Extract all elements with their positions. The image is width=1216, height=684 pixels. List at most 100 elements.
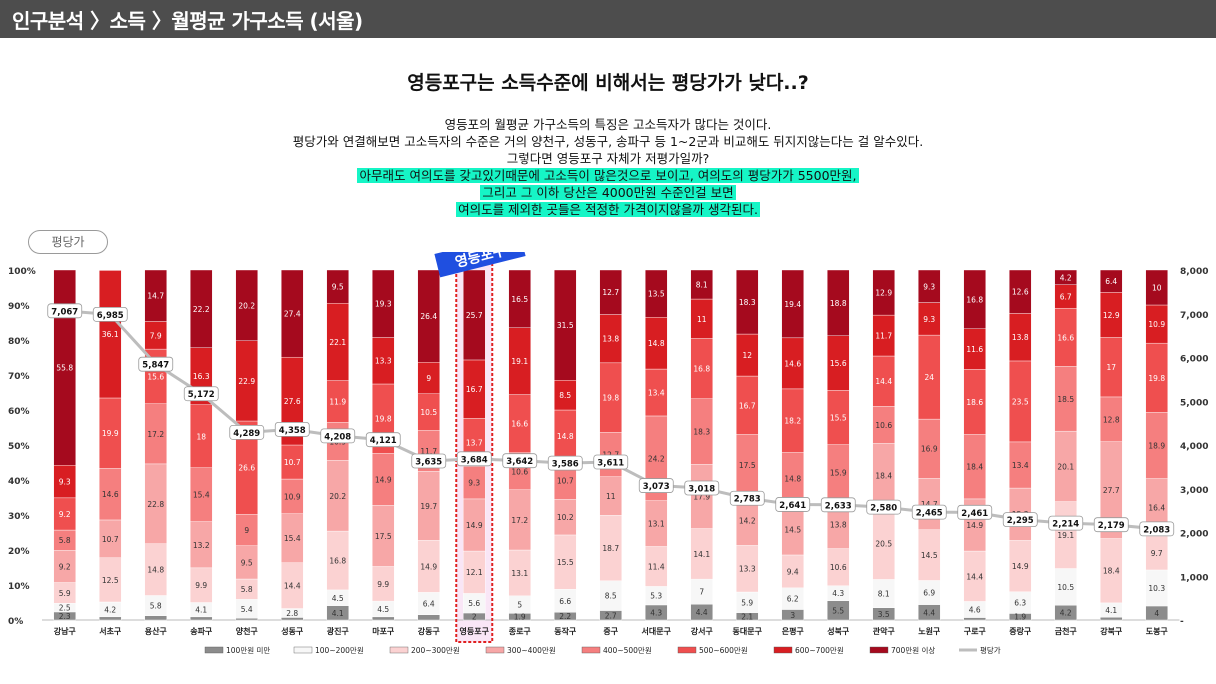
data-label: 12.6 <box>1012 288 1029 297</box>
data-label: 9.3 <box>59 478 71 487</box>
data-label: 9.2 <box>59 562 71 571</box>
data-label: 11 <box>697 315 707 324</box>
x-tick-label: 영등포구 <box>460 626 490 636</box>
price-label: 3,642 <box>506 457 533 467</box>
price-label: 2,783 <box>734 495 761 505</box>
data-label: 8.5 <box>559 391 571 400</box>
price-label-box <box>502 453 538 469</box>
x-tick-label: 노원구 <box>918 626 941 636</box>
data-label: 27.7 <box>1103 486 1120 495</box>
data-label: 3 <box>790 611 795 620</box>
price-label: 2,641 <box>779 501 806 511</box>
data-label: 12.5 <box>102 576 119 585</box>
bar-segment <box>235 618 258 621</box>
y2-tick-label: 8,000 <box>1180 267 1208 277</box>
description-line: 영등포의 월평균 가구소득의 특징은 고소득자가 많다는 것이다. <box>444 117 772 132</box>
data-label: 4.2 <box>104 605 116 614</box>
price-label-box <box>1048 515 1084 531</box>
data-label: 11.9 <box>329 397 346 406</box>
data-label: 5.8 <box>59 536 71 545</box>
data-label: 15.5 <box>830 414 847 423</box>
price-label-box <box>47 303 83 319</box>
legend-label: 400~500만원 <box>603 646 652 655</box>
data-label: 2.7 <box>605 611 617 620</box>
segment-labels: 2.32.55.99.25.89.29.355.84.212.510.714.6… <box>56 273 1165 621</box>
bar-segment <box>190 269 213 348</box>
data-label: 14.9 <box>375 475 392 484</box>
data-label: 4.1 <box>332 609 344 618</box>
legend-label: 600~700만원 <box>795 646 844 655</box>
page-title: 영등포구는 소득수준에 비해서는 평당가가 낮다..? <box>407 72 809 94</box>
highlighted-line: 그리고 그 이하 당산은 4000만원 수준인걸 보면 <box>480 185 736 200</box>
data-label: 19.1 <box>511 357 528 366</box>
bar-segment <box>417 269 440 363</box>
data-label: 2.3 <box>59 612 71 621</box>
data-label: 14.8 <box>147 566 164 575</box>
data-label: 16.8 <box>966 295 983 304</box>
data-label: 6.6 <box>559 597 571 606</box>
legend-label: 100~200만원 <box>315 646 364 655</box>
y2-tick-label: 4,000 <box>1180 442 1208 452</box>
data-label: 11 <box>606 492 616 501</box>
y-tick-label: 10% <box>8 582 30 592</box>
data-label: 6.4 <box>423 600 435 609</box>
bar-segment <box>281 269 304 358</box>
data-label: 17.2 <box>511 516 528 525</box>
y2-tick-label: 3,000 <box>1180 486 1208 496</box>
data-label: 12.1 <box>466 568 483 577</box>
data-label: 11.7 <box>420 447 437 456</box>
data-label: 7 <box>699 588 704 597</box>
data-label: 12.7 <box>602 288 619 297</box>
x-tick-label: 동대문구 <box>733 626 763 636</box>
data-label: 8.1 <box>878 590 890 599</box>
data-label: 20.2 <box>238 301 255 310</box>
legend-label: 300~400만원 <box>507 646 556 655</box>
y-tick-label: 40% <box>8 477 30 487</box>
data-label: 14.9 <box>966 521 983 530</box>
price-label: 2,083 <box>1143 525 1170 535</box>
data-label: 5.4 <box>241 605 253 614</box>
data-label: 8.1 <box>696 281 708 290</box>
price-label: 3,018 <box>688 484 715 494</box>
legend-swatch <box>677 646 697 654</box>
price-label-box <box>593 454 629 470</box>
price-label: 2,633 <box>825 501 852 511</box>
data-label: 22.9 <box>238 377 255 386</box>
income-chart: 0% 10% 20% 30% 40% 50% 60% 70% 80% 90% 100% - 1,000 2… <box>8 252 1208 655</box>
y-tick-label: 60% <box>8 407 30 417</box>
data-label: 20.5 <box>875 540 892 549</box>
bar-segment <box>827 269 850 337</box>
legend-swatch <box>389 646 409 654</box>
data-label: 19.9 <box>102 429 119 438</box>
data-label: 4.1 <box>195 606 207 615</box>
data-label: 6.2 <box>787 595 799 604</box>
data-label: 17 <box>1106 363 1116 372</box>
x-tick-label: 관악구 <box>873 626 896 636</box>
data-label: 10.7 <box>557 477 574 486</box>
x-tick-label: 금천구 <box>1055 626 1078 636</box>
price-label: 4,121 <box>370 436 397 446</box>
y2-tick-label: 1,000 <box>1180 573 1208 583</box>
bar-segment <box>872 269 895 316</box>
data-label: 10.5 <box>1057 583 1074 592</box>
data-label: 12 <box>742 351 752 360</box>
price-label-box <box>411 453 447 469</box>
data-label: 24.2 <box>648 454 665 463</box>
data-label: 5.9 <box>741 598 753 607</box>
data-label: 8.5 <box>605 592 617 601</box>
bar-segment <box>1100 617 1123 621</box>
data-label: 10.6 <box>511 467 528 476</box>
data-label: 18.9 <box>1148 442 1165 451</box>
y2-tick-label: 6,000 <box>1180 355 1208 365</box>
data-label: 14.8 <box>784 474 801 483</box>
data-label: 26.6 <box>238 464 255 473</box>
bar-segment <box>1054 269 1077 285</box>
legend-swatch <box>869 646 889 654</box>
data-label: 13.5 <box>648 290 665 299</box>
data-label: 16.3 <box>193 372 210 381</box>
header-bar: 인구분석 〉소득 〉월평균 가구소득 (서울) <box>0 0 1216 38</box>
data-label: 14.1 <box>693 550 710 559</box>
price-label-box <box>820 497 856 513</box>
data-label: 23.5 <box>1012 397 1029 406</box>
bar-segment <box>599 269 622 315</box>
